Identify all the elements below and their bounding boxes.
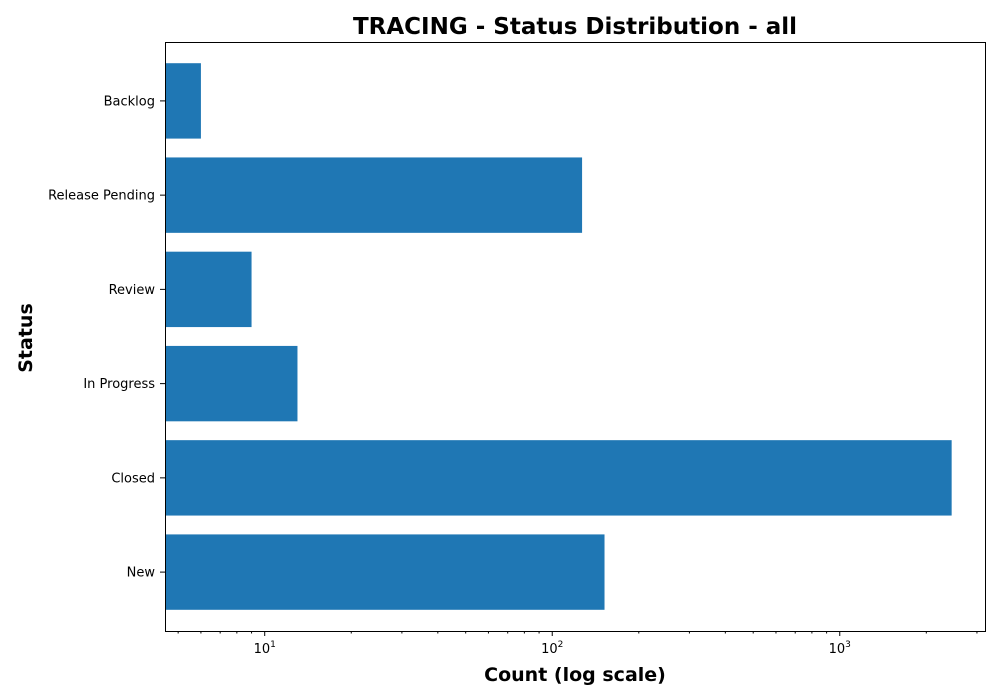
y-tick-label-review: Review <box>109 283 156 298</box>
bar-review <box>165 251 252 328</box>
y-axis-label: Status <box>15 303 37 373</box>
x-tick-base: 10 <box>254 642 271 657</box>
bars-group <box>165 63 952 610</box>
x-tick-exponent: 1 <box>270 640 276 650</box>
y-tick-label-in-progress: In Progress <box>83 377 155 392</box>
bar-release-pending <box>165 157 583 233</box>
bar-in-progress <box>165 345 298 422</box>
x-tick-exponent: 3 <box>845 640 851 650</box>
y-tick-label-backlog: Backlog <box>104 94 155 109</box>
x-tick-base: 10 <box>829 642 846 657</box>
bar-backlog <box>165 63 201 139</box>
x-tick-label: 101 <box>254 640 276 657</box>
x-tick-label: 103 <box>829 640 851 657</box>
x-tick-label: 102 <box>541 640 563 657</box>
x-tick-base: 10 <box>541 642 558 657</box>
y-tick-label-new: New <box>127 566 156 581</box>
bar-new <box>165 534 605 610</box>
plot-frame <box>165 42 986 632</box>
bar-closed <box>165 440 952 516</box>
y-tick-label-closed: Closed <box>111 471 155 486</box>
x-tick-exponent: 2 <box>558 640 564 650</box>
chart-title: TRACING - Status Distribution - all <box>353 14 797 40</box>
y-tick-label-release-pending: Release Pending <box>48 189 155 204</box>
x-ticks-group: 101 102 103 <box>177 631 978 657</box>
x-axis-label: Count (log scale) <box>484 664 666 686</box>
y-ticks-group: New Closed In Progress Review Release Pendin… <box>48 94 165 581</box>
